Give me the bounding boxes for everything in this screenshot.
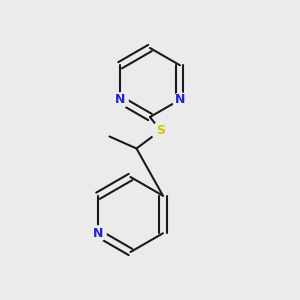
Text: N: N [175, 93, 185, 106]
Text: S: S [156, 124, 165, 137]
Text: N: N [93, 227, 103, 240]
Text: N: N [115, 93, 125, 106]
